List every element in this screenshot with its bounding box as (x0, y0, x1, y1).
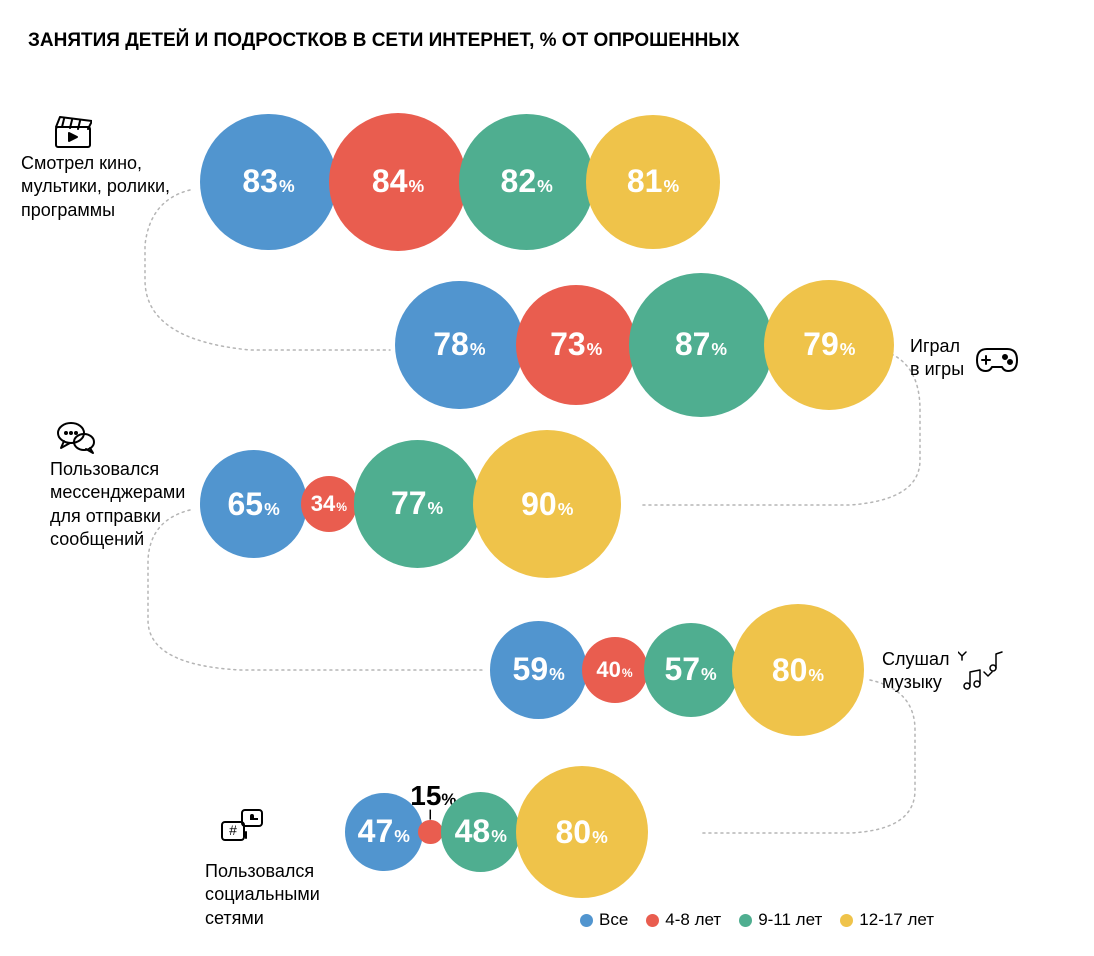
legend-label: 4-8 лет (665, 910, 721, 930)
bubble-games-age9_11: 87% (629, 273, 773, 417)
bubble-games-age12_17: 79% (764, 280, 894, 410)
percent-sign: % (549, 664, 565, 685)
bubble-video-age4_8: 84% (329, 113, 468, 252)
bubble-music-all: 59% (490, 621, 587, 718)
bubble-messengers-all: 65% (200, 450, 307, 557)
gamepad-icon (975, 345, 1019, 380)
percent-sign: % (701, 664, 717, 685)
legend-label: Все (599, 910, 628, 930)
percent-sign: % (622, 666, 633, 680)
row-label-messengers: Пользовалсямессенджерамидля отправкисооб… (50, 458, 185, 552)
bubble-value: 59 (513, 651, 549, 688)
infographic-root: ЗАНЯТИЯ ДЕТЕЙ И ПОДРОСТКОВ В СЕТИ ИНТЕРН… (0, 0, 1094, 956)
legend-dot (840, 914, 853, 927)
legend-item-all: Все (580, 910, 628, 930)
bubble-video-all: 83% (200, 114, 337, 251)
social-icon: # (220, 808, 264, 853)
bubble-value: 34 (311, 491, 335, 517)
legend-item-age12_17: 12-17 лет (840, 910, 934, 930)
chat-icon (56, 420, 96, 461)
bubble-value: 48 (455, 813, 491, 850)
bubble-value: 40 (596, 657, 620, 683)
legend-label: 12-17 лет (859, 910, 934, 930)
bubble-social-age9_11: 48% (441, 792, 520, 871)
row-label-games: Игралв игры (910, 335, 964, 382)
percent-sign: % (279, 176, 295, 197)
clapper-icon (54, 115, 92, 154)
percent-sign: % (558, 499, 574, 520)
legend-dot (580, 914, 593, 927)
bubble-music-age4_8: 40% (582, 637, 648, 703)
legend-dot (646, 914, 659, 927)
bubble-value: 57 (664, 651, 700, 688)
bubble-messengers-age9_11: 77% (354, 440, 481, 567)
percent-sign: % (663, 176, 679, 197)
percent-sign: % (592, 827, 608, 848)
bubble-music-age12_17: 80% (732, 604, 864, 736)
percent-sign: % (264, 499, 280, 520)
percent-sign: % (336, 500, 347, 514)
bubble-games-age4_8: 73% (516, 285, 636, 405)
row-label-music: Слушалмузыку (882, 648, 949, 695)
bubble-value: 81 (627, 163, 663, 200)
percent-sign: % (808, 665, 824, 686)
legend: Все 4-8 лет 9-11 лет 12-17 лет (580, 910, 934, 930)
legend-item-age4_8: 4-8 лет (646, 910, 721, 930)
bubble-value: 82 (501, 163, 537, 200)
legend-dot (739, 914, 752, 927)
percent-sign: % (491, 826, 507, 847)
bubble-value: 80 (555, 814, 591, 851)
bubble-social-age12_17: 80% (516, 766, 648, 898)
bubble-music-age9_11: 57% (644, 623, 738, 717)
percent-sign: % (840, 339, 856, 360)
bubble-value: 65 (228, 486, 264, 523)
bubble-value: 73 (550, 326, 586, 363)
bubble-messengers-age4_8: 34% (301, 476, 357, 532)
bubble-value: 79 (803, 326, 839, 363)
bubble-value: 87 (675, 326, 711, 363)
page-title: ЗАНЯТИЯ ДЕТЕЙ И ПОДРОСТКОВ В СЕТИ ИНТЕРН… (28, 30, 740, 52)
bubble-social-age4_8 (418, 820, 443, 845)
legend-label: 9-11 лет (758, 910, 822, 930)
percent-sign: % (408, 176, 424, 197)
row-label-video: Смотрел кино,мультики, ролики,программы (21, 152, 170, 222)
percent-sign: % (587, 339, 603, 360)
bubble-value: 83 (242, 163, 278, 200)
bubble-value: 78 (433, 326, 469, 363)
percent-sign: % (537, 176, 553, 197)
bubble-video-age9_11: 82% (459, 114, 594, 249)
percent-sign: % (428, 498, 444, 519)
percent-sign: % (470, 339, 486, 360)
row-label-social: Пользовалсясоциальнымисетями (205, 860, 320, 930)
bubble-messengers-age12_17: 90% (473, 430, 622, 579)
bubble-value-ext: 15 (410, 780, 441, 811)
legend-item-age9_11: 9-11 лет (739, 910, 822, 930)
music-icon (958, 650, 1004, 697)
svg-text:#: # (229, 822, 237, 838)
bubble-value: 84 (372, 163, 408, 200)
bubble-value: 80 (772, 652, 808, 689)
bubble-value: 47 (358, 813, 394, 850)
bubble-games-all: 78% (395, 281, 524, 410)
bubble-video-age12_17: 81% (586, 115, 720, 249)
percent-sign: % (394, 826, 410, 847)
bubble-value: 90 (521, 486, 557, 523)
percent-sign: % (711, 339, 727, 360)
bubble-value: 77 (391, 485, 427, 522)
